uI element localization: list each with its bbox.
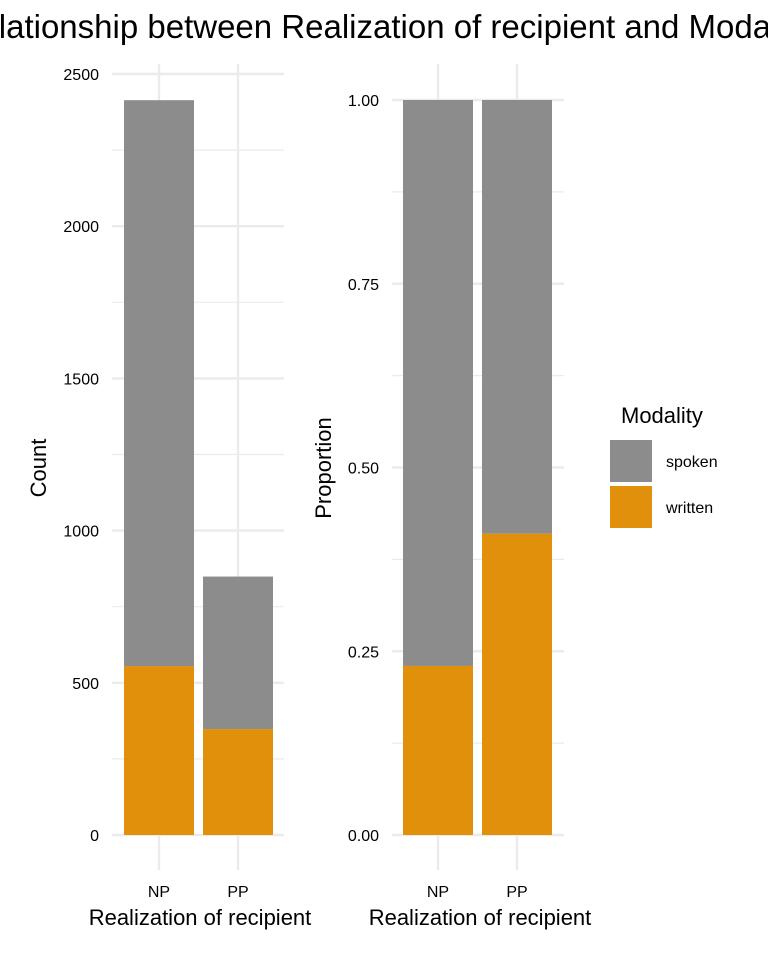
count-bar-written-pp	[203, 729, 273, 835]
proportion-bar-written-np	[403, 665, 473, 835]
chart-title: Relationship between Realization of reci…	[0, 8, 768, 46]
count-x-tick-label: NP	[148, 884, 170, 901]
count-y-tick-label: 1000	[63, 524, 99, 541]
proportion-x-axis-label: Realization of recipient	[369, 905, 592, 930]
proportion-bar-spoken-pp	[482, 100, 552, 534]
count-y-tick-label: 500	[72, 676, 99, 693]
legend-swatch-spoken	[610, 440, 652, 482]
count-bar-written-np	[124, 666, 194, 835]
proportion-bar-written-pp	[482, 533, 552, 835]
count-chart-panel: 0 500 1000 1500 2000 2500 NP PP Realization of r…	[26, 64, 311, 930]
count-y-tick-label: 0	[90, 828, 99, 845]
count-bar-spoken-pp	[203, 576, 273, 730]
legend-label-written: written	[665, 500, 713, 517]
proportion-y-axis-label: Proportion	[311, 417, 336, 519]
count-y-axis-label: Count	[26, 439, 51, 498]
count-x-tick-label: PP	[227, 884, 248, 901]
proportion-x-tick-label: PP	[506, 884, 527, 901]
count-y-tick-label: 1500	[63, 371, 99, 388]
chart-title-text: Relationship between Realization of reci…	[0, 8, 768, 45]
legend: Modality spoken written	[610, 403, 718, 528]
legend-swatch-written	[610, 486, 652, 528]
count-y-tick-label: 2500	[63, 67, 99, 84]
count-y-tick-label: 2000	[63, 219, 99, 236]
proportion-y-tick-label: 0.50	[348, 461, 379, 478]
proportion-y-tick-label: 0.00	[348, 828, 379, 845]
proportion-y-tick-label: 0.75	[348, 277, 379, 294]
count-bar-spoken-np	[124, 100, 194, 667]
proportion-bar-spoken-np	[403, 100, 473, 666]
proportion-y-tick-label: 0.25	[348, 644, 379, 661]
proportion-y-tick-label: 1.00	[348, 93, 379, 110]
count-x-axis-label: Realization of recipient	[89, 905, 312, 930]
legend-label-spoken: spoken	[666, 454, 718, 471]
legend-title: Modality	[621, 403, 703, 428]
proportion-x-tick-label: NP	[427, 884, 449, 901]
proportion-chart-panel: 0.00 0.25 0.50 0.75 1.00 NP PP Realization of r…	[311, 64, 591, 930]
